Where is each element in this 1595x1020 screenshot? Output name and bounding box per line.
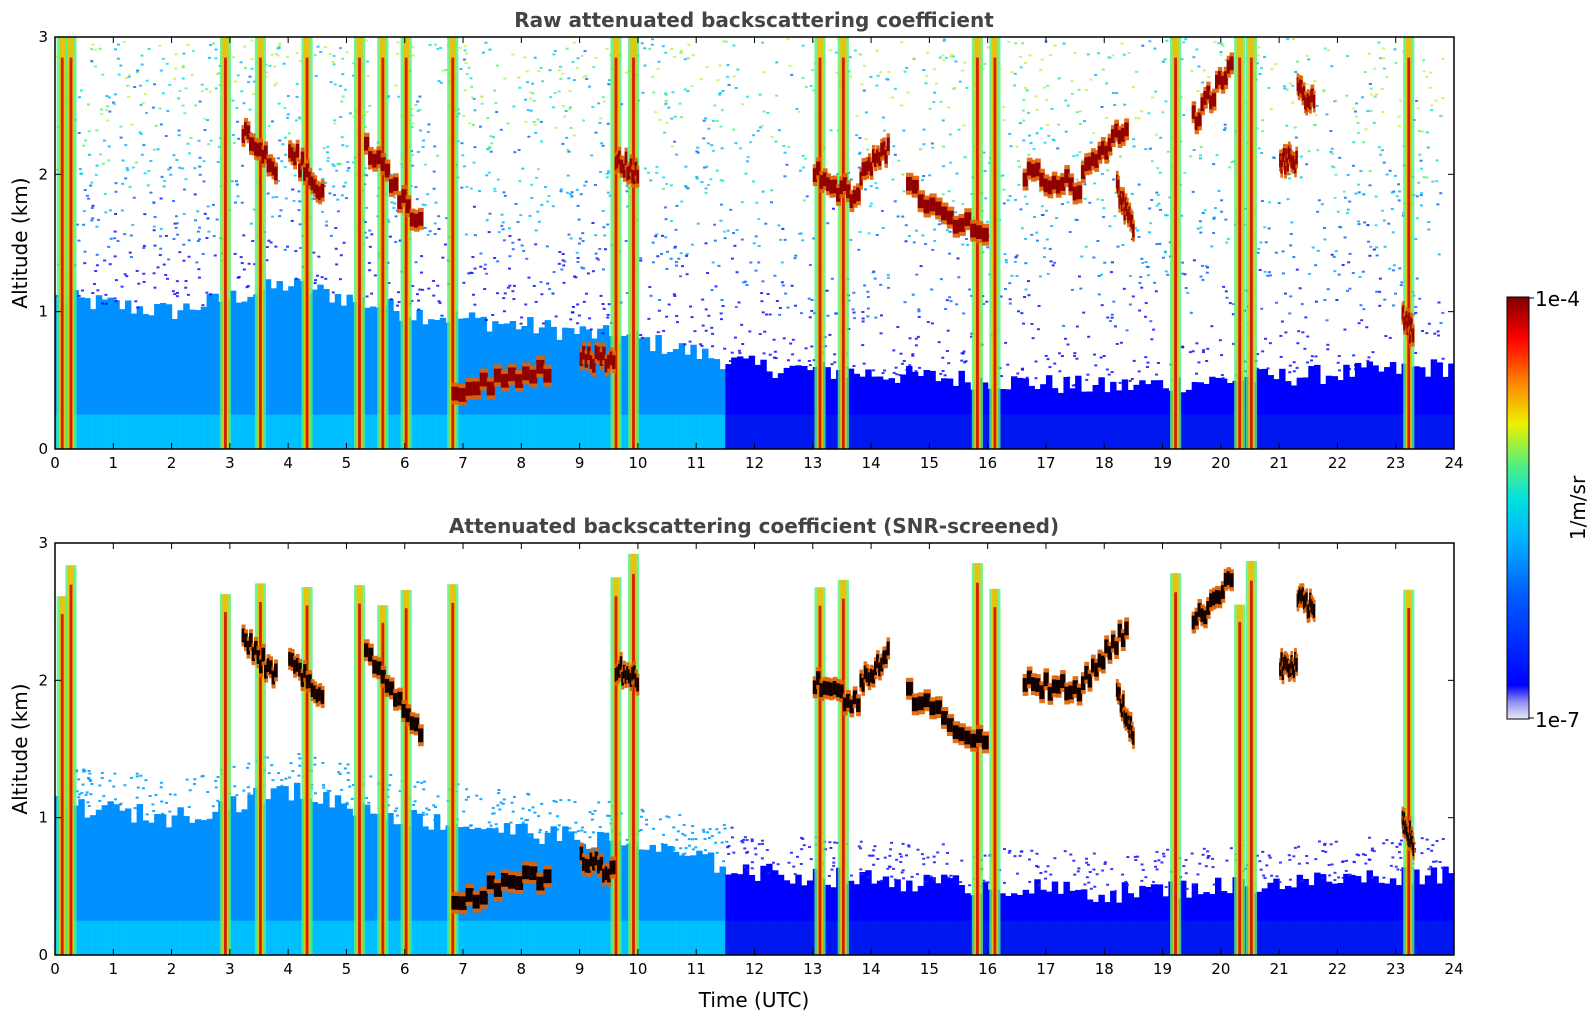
x-tick-label: 14 (862, 960, 881, 978)
x-tick-label: 11 (687, 454, 706, 472)
panel-screened: Attenuated backscattering coefficient (S… (8, 514, 1464, 1012)
x-tick-label: 15 (920, 960, 939, 978)
x-tick-label: 11 (687, 960, 706, 978)
x-tick-label: 12 (745, 454, 764, 472)
x-tick-label: 2 (167, 454, 177, 472)
x-tick-label: 19 (1153, 960, 1172, 978)
x-tick-label: 13 (803, 454, 822, 472)
x-tick-label: 21 (1270, 454, 1289, 472)
y-tick-label: 2 (38, 165, 48, 183)
raw-x-ticks: 0 1 2 3 4 5 6 7 8 9 10 11 12 13 14 15 16 17 18 19 20 21 22 23 24 (50, 37, 1464, 472)
x-tick-label: 3 (225, 454, 235, 472)
x-tick-label: 23 (1386, 960, 1405, 978)
x-tick-label: 5 (342, 454, 352, 472)
x-tick-label: 13 (803, 960, 822, 978)
panel-screened-title: Attenuated backscattering coefficient (S… (449, 514, 1059, 538)
x-tick-label: 9 (575, 960, 585, 978)
x-tick-label: 15 (920, 454, 939, 472)
x-tick-label: 20 (1211, 960, 1230, 978)
screened-heatmap (55, 543, 1454, 955)
x-tick-label: 24 (1444, 960, 1463, 978)
x-tick-label: 2 (167, 960, 177, 978)
y-tick-label: 3 (38, 28, 48, 46)
x-tick-label: 10 (628, 454, 647, 472)
x-tick-label: 6 (400, 454, 410, 472)
raw-y-axis-label: Altitude (km) (8, 177, 32, 308)
x-axis-label: Time (UTC) (698, 988, 810, 1012)
x-tick-label: 17 (1036, 960, 1055, 978)
colorbar: 1e-4 1e-7 1/m/sr (1506, 287, 1590, 732)
colorbar-gradient (1506, 296, 1530, 720)
x-tick-label: 12 (745, 960, 764, 978)
x-tick-label: 21 (1270, 960, 1289, 978)
panel-raw: Raw attenuated backscattering coefficien… (8, 8, 1464, 472)
x-tick-label: 18 (1095, 960, 1114, 978)
x-tick-label: 1 (109, 960, 119, 978)
raw-heatmap (55, 37, 1454, 449)
x-tick-label: 24 (1444, 454, 1463, 472)
x-tick-label: 23 (1386, 454, 1405, 472)
x-tick-label: 22 (1328, 454, 1347, 472)
y-tick-label: 1 (38, 809, 48, 827)
x-tick-label: 16 (978, 454, 997, 472)
x-tick-label: 14 (862, 454, 881, 472)
x-tick-label: 7 (458, 960, 468, 978)
y-tick-label: 0 (38, 946, 48, 964)
x-tick-label: 3 (225, 960, 235, 978)
colorbar-min-label: 1e-7 (1535, 708, 1580, 732)
x-tick-label: 10 (628, 960, 647, 978)
x-tick-label: 20 (1211, 454, 1230, 472)
y-tick-label: 3 (38, 534, 48, 552)
x-tick-label: 0 (50, 960, 60, 978)
y-tick-label: 1 (38, 303, 48, 321)
x-tick-label: 0 (50, 454, 60, 472)
x-tick-label: 7 (458, 454, 468, 472)
screened-y-axis-label: Altitude (km) (8, 683, 32, 814)
x-tick-label: 22 (1328, 960, 1347, 978)
screened-y-ticks: 0 1 2 3 (38, 534, 1454, 964)
x-tick-label: 17 (1036, 454, 1055, 472)
x-tick-label: 9 (575, 454, 585, 472)
x-tick-label: 18 (1095, 454, 1114, 472)
raw-y-ticks: 0 1 2 3 (38, 28, 1454, 458)
y-tick-label: 2 (38, 671, 48, 689)
x-tick-label: 4 (283, 454, 293, 472)
colorbar-unit-label: 1/m/sr (1566, 475, 1590, 540)
x-tick-label: 1 (109, 454, 119, 472)
x-tick-label: 4 (283, 960, 293, 978)
x-tick-label: 16 (978, 960, 997, 978)
x-tick-label: 6 (400, 960, 410, 978)
colorbar-max-label: 1e-4 (1535, 287, 1580, 311)
panel-raw-title: Raw attenuated backscattering coefficien… (514, 8, 994, 32)
y-tick-label: 0 (38, 440, 48, 458)
x-tick-label: 5 (342, 960, 352, 978)
x-tick-label: 8 (517, 454, 527, 472)
x-tick-label: 19 (1153, 454, 1172, 472)
x-tick-label: 8 (517, 960, 527, 978)
screened-x-ticks: 0 1 2 3 4 5 6 7 8 9 10 11 12 13 14 15 16 17 18 19 20 21 22 23 24 (50, 543, 1464, 978)
